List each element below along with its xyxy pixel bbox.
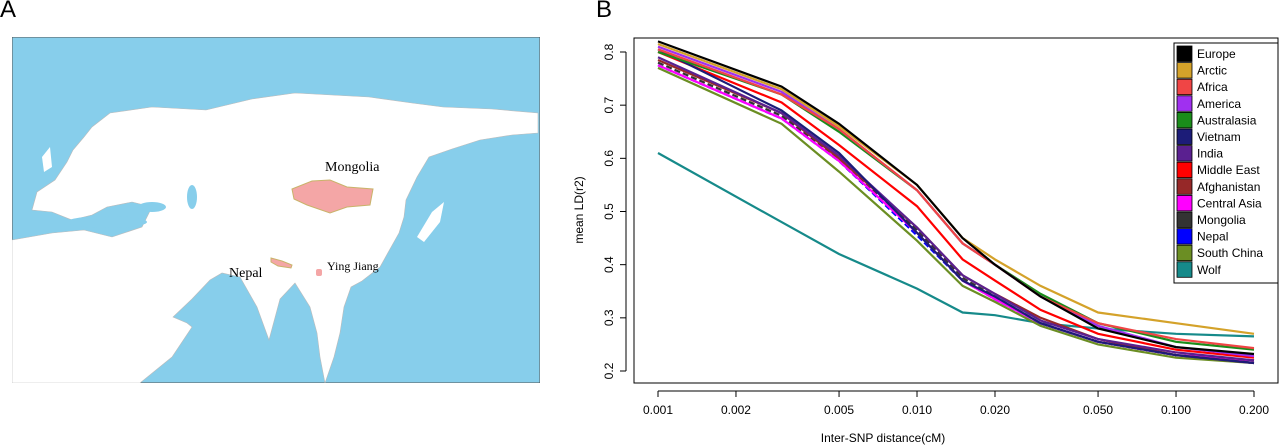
series-line-south-china bbox=[657, 66, 1255, 365]
legend-label: Africa bbox=[1197, 80, 1228, 94]
y-axis-label: mean LD(r2) bbox=[572, 176, 586, 243]
x-tick-label: 0.002 bbox=[721, 403, 751, 417]
series-line-central-asia bbox=[657, 64, 1255, 362]
y-tick-label: 0.7 bbox=[602, 97, 616, 114]
y-tick-label: 0.3 bbox=[602, 309, 616, 326]
series-line-afghanistan bbox=[657, 58, 1255, 365]
legend-label: Vietnam bbox=[1197, 130, 1241, 144]
series-line-wolf bbox=[657, 152, 1255, 338]
legend-label: Mongolia bbox=[1197, 213, 1246, 227]
legend-label: America bbox=[1197, 97, 1241, 111]
legend-swatch bbox=[1176, 95, 1193, 112]
map-landmass bbox=[12, 92, 539, 383]
legend-swatch bbox=[1176, 178, 1193, 195]
legend-swatch bbox=[1176, 145, 1193, 162]
y-tick-label: 0.6 bbox=[602, 150, 616, 167]
legend-label: India bbox=[1197, 147, 1223, 161]
ying-jiang-marker bbox=[316, 269, 322, 276]
series-line-africa bbox=[657, 48, 1255, 350]
x-axis-label: Inter-SNP distance(cM) bbox=[821, 431, 945, 445]
legend-swatch bbox=[1176, 62, 1193, 79]
panel-a-label: A bbox=[0, 0, 17, 23]
legend-label: Central Asia bbox=[1197, 196, 1262, 210]
legend-swatch bbox=[1176, 194, 1193, 212]
legend-label: Europe bbox=[1197, 47, 1236, 61]
legend-swatch bbox=[1176, 211, 1193, 228]
panel-b-label: B bbox=[596, 0, 613, 23]
y-tick-label: 0.4 bbox=[602, 256, 616, 273]
series-line-arctic bbox=[657, 42, 1255, 335]
series-line-europe bbox=[657, 40, 1255, 356]
legend-label: Australasia bbox=[1197, 113, 1257, 127]
legend-label: Nepal bbox=[1197, 230, 1228, 244]
x-tick-label: 0.005 bbox=[824, 403, 854, 417]
legend-swatch bbox=[1176, 78, 1193, 96]
legend-swatch bbox=[1176, 128, 1193, 145]
nepal-label: Nepal bbox=[229, 266, 263, 281]
legend-label: Arctic bbox=[1197, 64, 1227, 78]
y-tick-label: 0.8 bbox=[602, 43, 616, 60]
japan bbox=[417, 202, 444, 242]
black-sea bbox=[138, 202, 166, 212]
eurasia-map: Mongolia Nepal Ying Jiang bbox=[12, 37, 540, 383]
legend-swatch bbox=[1176, 112, 1193, 129]
x-tick-label: 0.050 bbox=[1083, 403, 1113, 417]
series-line-middle-east bbox=[657, 50, 1255, 359]
legend-label: Middle East bbox=[1197, 163, 1260, 177]
x-tick-label: 0.001 bbox=[643, 403, 673, 417]
series-line-vietnam bbox=[657, 48, 1255, 365]
x-tick-label: 0.010 bbox=[902, 403, 932, 417]
legend-swatch bbox=[1176, 161, 1193, 179]
legend-swatch bbox=[1176, 45, 1193, 62]
legend-label: Afghanistan bbox=[1197, 180, 1260, 194]
mediterranean-sea bbox=[67, 216, 147, 228]
x-tick-label: 0.100 bbox=[1161, 403, 1191, 417]
x-tick-label: 0.200 bbox=[1239, 403, 1269, 417]
nepal-region bbox=[270, 257, 293, 269]
legend-swatch bbox=[1176, 261, 1193, 278]
series-line-nepal bbox=[657, 64, 1255, 365]
y-tick-label: 0.2 bbox=[602, 362, 616, 379]
legend-swatch bbox=[1176, 228, 1193, 245]
legend-label: Wolf bbox=[1197, 263, 1221, 277]
legend-label: South China bbox=[1197, 246, 1263, 260]
legend-swatch bbox=[1176, 244, 1193, 262]
series-line-india bbox=[657, 56, 1255, 362]
mongolia-label: Mongolia bbox=[325, 160, 380, 175]
y-tick-label: 0.5 bbox=[602, 203, 616, 220]
mongolia-region bbox=[291, 179, 374, 214]
x-tick-label: 0.020 bbox=[980, 403, 1010, 417]
britain bbox=[42, 147, 52, 172]
ying-jiang-label: Ying Jiang bbox=[327, 259, 379, 273]
caspian-sea bbox=[187, 185, 197, 209]
